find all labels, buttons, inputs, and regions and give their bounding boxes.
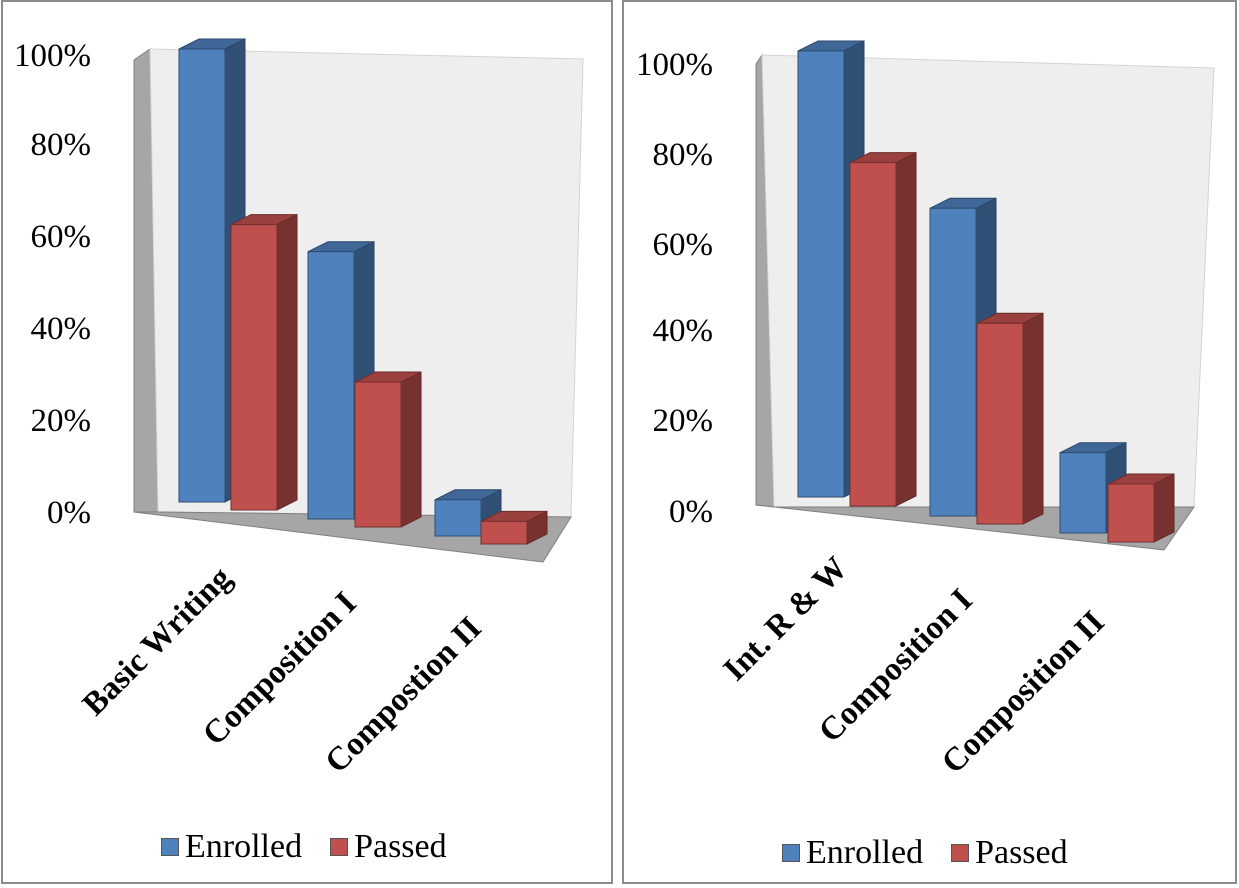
bar-enrolled-1 bbox=[178, 38, 246, 503]
bar-passed-1 bbox=[230, 213, 298, 511]
bar-passed-3 bbox=[480, 510, 548, 545]
legend-item-enrolled: Enrolled bbox=[782, 834, 923, 872]
legend-label-enrolled: Enrolled bbox=[806, 834, 924, 871]
legend-label-passed: Passed bbox=[354, 828, 447, 865]
chart-left: 0% 20% 40% 60% 80% 100% Basic WritingCompositi… bbox=[14, 38, 584, 780]
legend-swatch-enrolled bbox=[782, 844, 800, 862]
x-category-label: Int. R & W bbox=[717, 550, 855, 688]
chart-right: 0%20%40%60%80%100%Int. R & WComposition … bbox=[636, 40, 1215, 781]
legend-item-enrolled: Enrolled bbox=[161, 828, 302, 866]
y-tick-label: 80% bbox=[31, 127, 92, 163]
y-tick-label: 60% bbox=[31, 219, 92, 255]
y-tick-label: 60% bbox=[653, 227, 714, 263]
legend-right: Enrolled Passed bbox=[782, 834, 1068, 872]
y-tick-label: 20% bbox=[653, 403, 714, 439]
bar-passed-3 bbox=[1107, 473, 1175, 543]
y-tick-label: 40% bbox=[31, 311, 92, 347]
bar-passed-2 bbox=[976, 312, 1044, 525]
x-category-label: Basic Writing bbox=[76, 560, 239, 723]
legend-swatch-enrolled bbox=[161, 838, 179, 856]
chart-panel-left: 0% 20% 40% 60% 80% 100% Basic Writing Compositi… bbox=[1, 0, 613, 884]
legend-label-enrolled: Enrolled bbox=[185, 828, 303, 865]
legend-item-passed: Passed bbox=[330, 828, 447, 866]
y-tick-label: 0% bbox=[669, 494, 713, 530]
legend-swatch-passed bbox=[951, 844, 970, 862]
x-category-label: Composition II bbox=[935, 604, 1112, 781]
y-tick-label: 20% bbox=[31, 403, 92, 439]
y-tick-label: 80% bbox=[653, 137, 714, 173]
legend-item-passed: Passed bbox=[951, 834, 1068, 872]
x-category-label: Composition I bbox=[196, 585, 363, 752]
bar-passed-1 bbox=[849, 151, 917, 507]
y-tick-label: 100% bbox=[636, 47, 713, 83]
y-tick-label: 0% bbox=[47, 495, 91, 531]
legend-label-passed: Passed bbox=[975, 834, 1068, 871]
x-category-label: Composition I bbox=[812, 582, 979, 749]
bar-passed-2 bbox=[354, 371, 422, 528]
legend-swatch-passed bbox=[330, 838, 349, 856]
y-tick-label: 40% bbox=[653, 313, 714, 349]
legend-left: Enrolled Passed bbox=[161, 828, 447, 866]
chart-panel-right: 0% 20% 40% 60% 80% 100% Int. R & W Composition … bbox=[622, 0, 1237, 884]
x-category-label: Compostion II bbox=[319, 610, 489, 780]
y-tick-label: 100% bbox=[14, 38, 91, 74]
